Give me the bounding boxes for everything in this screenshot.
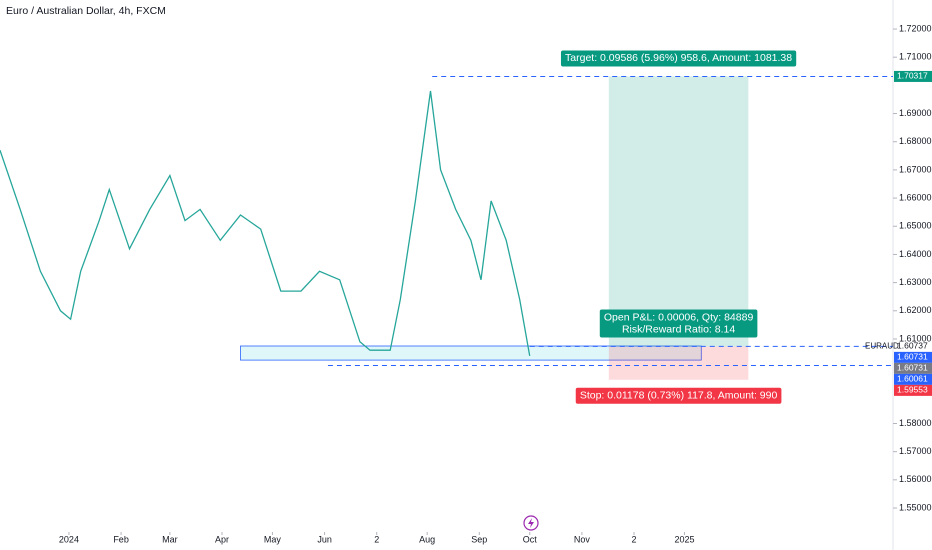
zone: [240, 345, 702, 361]
x-tick-label: 2: [374, 534, 379, 544]
x-tick-label: 2024: [59, 534, 79, 544]
y-tick-label: 1.58000: [899, 418, 932, 428]
y-tick-label: 1.67000: [899, 164, 932, 174]
x-tick-label: Mar: [162, 534, 178, 544]
x-tick-label: 2025: [674, 534, 694, 544]
label-text: Target: 0.09586 (5.96%) 958.6, Amount: 1…: [565, 52, 792, 64]
event-bolt: [528, 518, 534, 528]
y-tick-label: 1.68000: [899, 136, 932, 146]
price-label: 1.60731: [897, 363, 928, 373]
price-line: [0, 90, 531, 357]
x-tick-label: May: [264, 534, 282, 544]
price-label: 1.60737: [897, 341, 928, 351]
x-tick-label: Sep: [471, 534, 487, 544]
y-tick-label: 1.56000: [899, 474, 932, 484]
price-label-box: [894, 362, 932, 374]
position-label: Open P&L: 0.00006, Qty: 84889Risk/Reward…: [599, 309, 758, 338]
x-tick-label: Feb: [113, 534, 129, 544]
y-tick-label: 1.72000: [899, 23, 932, 33]
y-tick-label: 1.61000: [899, 333, 932, 343]
event-icon[interactable]: [523, 515, 539, 531]
x-tick-label: Jun: [317, 534, 332, 544]
price-label: 1.60731: [897, 352, 928, 362]
y-tick-label: 1.65000: [899, 221, 932, 231]
y-tick-label: 1.69000: [899, 108, 932, 118]
y-tick-label: 1.62000: [899, 305, 932, 315]
price-label-box: [894, 384, 932, 396]
label-box: [599, 309, 758, 338]
label-box: [575, 387, 782, 404]
price-label: 1.60061: [897, 374, 928, 384]
x-tick-label: Nov: [574, 534, 591, 544]
chart-title: Euro / Australian Dollar, 4h, FXCM: [6, 5, 166, 17]
label-text: Open P&L: 0.00006, Qty: 84889: [604, 311, 754, 323]
target-zone: [608, 76, 749, 347]
y-tick-label: 1.63000: [899, 277, 932, 287]
position-label: Target: 0.09586 (5.96%) 958.6, Amount: 1…: [560, 50, 797, 67]
y-tick-label: 1.55000: [899, 502, 932, 512]
y-tick-label: 1.57000: [899, 446, 932, 456]
y-tick-label: 1.66000: [899, 192, 932, 202]
stop-zone: [608, 346, 749, 380]
price-label-box: [894, 373, 932, 385]
y-tick-label: 1.64000: [899, 249, 932, 259]
price-label-box: [894, 70, 932, 82]
y-tick-label: 1.71000: [899, 52, 932, 62]
label-text: Risk/Reward Ratio: 8.14: [622, 323, 735, 335]
position-label: Stop: 0.01178 (0.73%) 117.8, Amount: 990: [575, 387, 782, 404]
x-tick-label: Apr: [215, 534, 229, 544]
x-tick-label: 2: [632, 534, 637, 544]
price-label: 1.70317: [897, 71, 928, 81]
price-label: 1.59553: [897, 385, 928, 395]
x-tick-label: Aug: [419, 534, 435, 544]
x-tick-label: Oct: [523, 534, 538, 544]
series-label: EURAUD: [865, 341, 899, 350]
label-box: [560, 50, 797, 67]
label-text: Stop: 0.01178 (0.73%) 117.8, Amount: 990: [580, 390, 778, 402]
price-label-box: [894, 351, 932, 363]
